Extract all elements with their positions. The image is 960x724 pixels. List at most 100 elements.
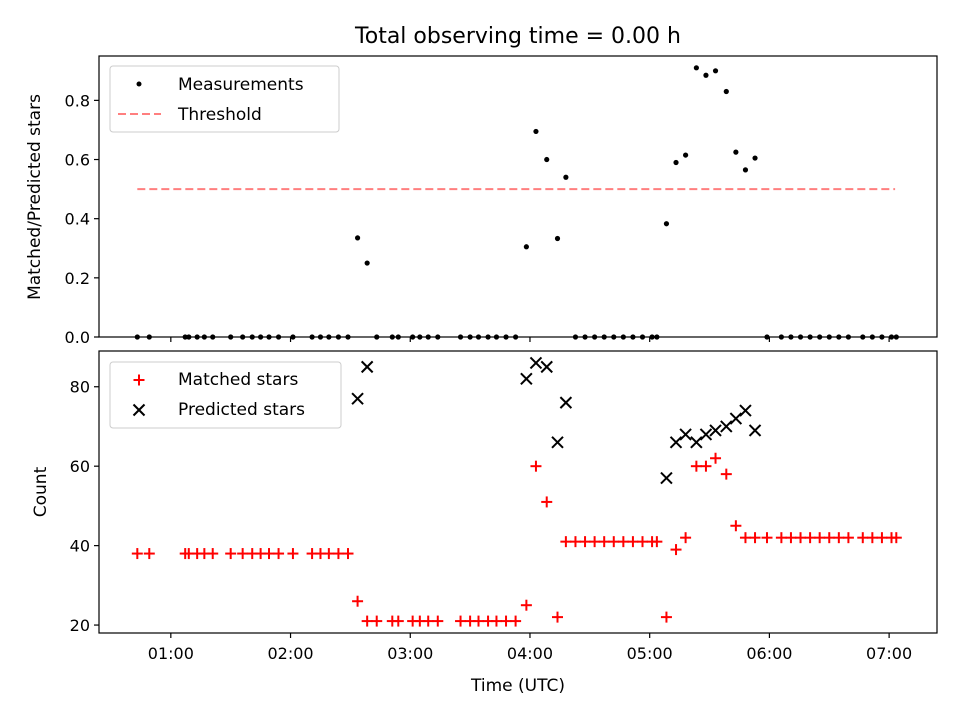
matched-star-point [552, 611, 564, 623]
predicted-star-point [729, 412, 743, 425]
bottom-x-tick-label: 01:00 [148, 644, 194, 663]
predicted-star-point [529, 356, 543, 370]
top-y-tick-label: 0.2 [65, 269, 90, 288]
bottom-y-tick-label: 40 [70, 537, 90, 556]
predicted-star-point [360, 360, 374, 374]
measurement-point [733, 149, 739, 155]
matched-star-point [617, 536, 629, 548]
top-y-tick-label: 0.8 [65, 91, 90, 110]
matched-star-point [490, 615, 502, 627]
matched-star-point [608, 536, 620, 548]
matched-star-point [520, 599, 532, 611]
measurement-point [354, 235, 361, 241]
predicted-star-point [669, 436, 683, 449]
legend-measurements-marker [136, 81, 142, 87]
matched-star-point [579, 536, 591, 548]
legend-predicted-glyph [132, 403, 146, 417]
top-legend-frame [109, 65, 340, 133]
matched-star-point [857, 532, 869, 544]
measurement-point [563, 174, 569, 180]
bottom-x-tick-label: 04:00 [507, 644, 553, 663]
top-panel: 0.00.20.40.60.8 Matched/Predicted stars … [25, 55, 938, 347]
measurement-point [364, 260, 370, 266]
legend-matched-marker [133, 374, 145, 386]
bottom-x-tick-label: 06:00 [746, 644, 792, 663]
legend-predicted-marker [132, 403, 146, 417]
matched-star-point [720, 468, 732, 480]
predicted-star-point [690, 436, 703, 449]
matched-star-point [541, 496, 553, 508]
matched-star-point [510, 615, 522, 627]
top-y-axis-label: Matched/Predicted stars [25, 94, 45, 300]
top-y-ticks: 0.0 0.2 0.4 0.6 0.8 [65, 91, 99, 347]
matched-star-point [392, 615, 404, 627]
top-y-tick-label: 0.6 [65, 151, 90, 170]
matched-star-point [795, 532, 807, 544]
matched-star-point [670, 544, 682, 556]
top-x-ticks [170, 337, 890, 342]
bottom-y-tick-label: 60 [70, 457, 90, 476]
measurement-point [723, 88, 729, 95]
legend-predicted-label: Predicted stars [178, 400, 305, 420]
matched-star-point [342, 548, 354, 560]
matched-star-point [263, 548, 275, 560]
matched-star-point [730, 520, 742, 532]
measurement-point [544, 156, 550, 163]
top-legend: Measurements Threshold [109, 65, 340, 133]
predicted-star-point [540, 360, 553, 374]
matched-star-point [749, 532, 761, 544]
measurement-point [712, 68, 719, 74]
matched-star-point [598, 536, 610, 548]
matched-star-point [530, 460, 542, 472]
matched-star-point [225, 548, 237, 560]
bottom-y-tick-label: 20 [70, 616, 90, 635]
matched-star-point [455, 615, 467, 627]
matched-star-point [876, 532, 888, 544]
matched-star-point [237, 548, 249, 560]
matched-star-point [131, 548, 143, 560]
matched-star-point [569, 536, 581, 548]
matched-star-point [823, 532, 835, 544]
bottom-y-tick-label: 80 [70, 378, 90, 397]
predicted-star-point [679, 428, 692, 441]
bottom-x-tick-label: 07:00 [866, 644, 912, 663]
bottom-legend: Matched stars Predicted stars [109, 361, 342, 429]
bottom-x-tick-label: 03:00 [387, 644, 433, 663]
matched-star-point [833, 532, 845, 544]
matched-star-point [804, 532, 816, 544]
matched-star-point [690, 460, 702, 472]
measurement-point [533, 128, 539, 135]
matched-star-point [352, 595, 364, 607]
legend-matched-label: Matched stars [178, 370, 298, 390]
matched-star-point [560, 536, 572, 548]
matched-star-point [361, 615, 373, 627]
matched-star-point [651, 536, 663, 548]
matched-star-point [680, 532, 692, 544]
measurement-point [663, 221, 670, 227]
matched-star-point [332, 548, 344, 560]
predicted-star-point [551, 436, 564, 449]
measurement-point [693, 65, 699, 71]
matched-star-point [422, 615, 434, 627]
bottom-x-tick-label: 05:00 [627, 644, 673, 663]
measurement-point [742, 167, 749, 173]
top-axes-frame [98, 55, 938, 338]
predicted-star-point [351, 392, 364, 405]
measurement-point [523, 244, 529, 250]
matched-star-point [785, 532, 797, 544]
matched-star-point [143, 548, 155, 560]
bottom-y-axis-label: Count [31, 466, 51, 517]
predicted-star-point [748, 424, 762, 437]
matched-star-point [660, 611, 672, 623]
matched-star-point [739, 532, 751, 544]
measurement-point [752, 155, 758, 161]
matched-star-point [500, 615, 512, 627]
matched-star-point [775, 532, 787, 544]
matched-star-point [890, 532, 902, 544]
predicted-star-point [660, 471, 673, 485]
predicted-star-point [559, 396, 573, 409]
predicted-star-point [739, 404, 752, 417]
predicted-star-point [720, 420, 733, 433]
